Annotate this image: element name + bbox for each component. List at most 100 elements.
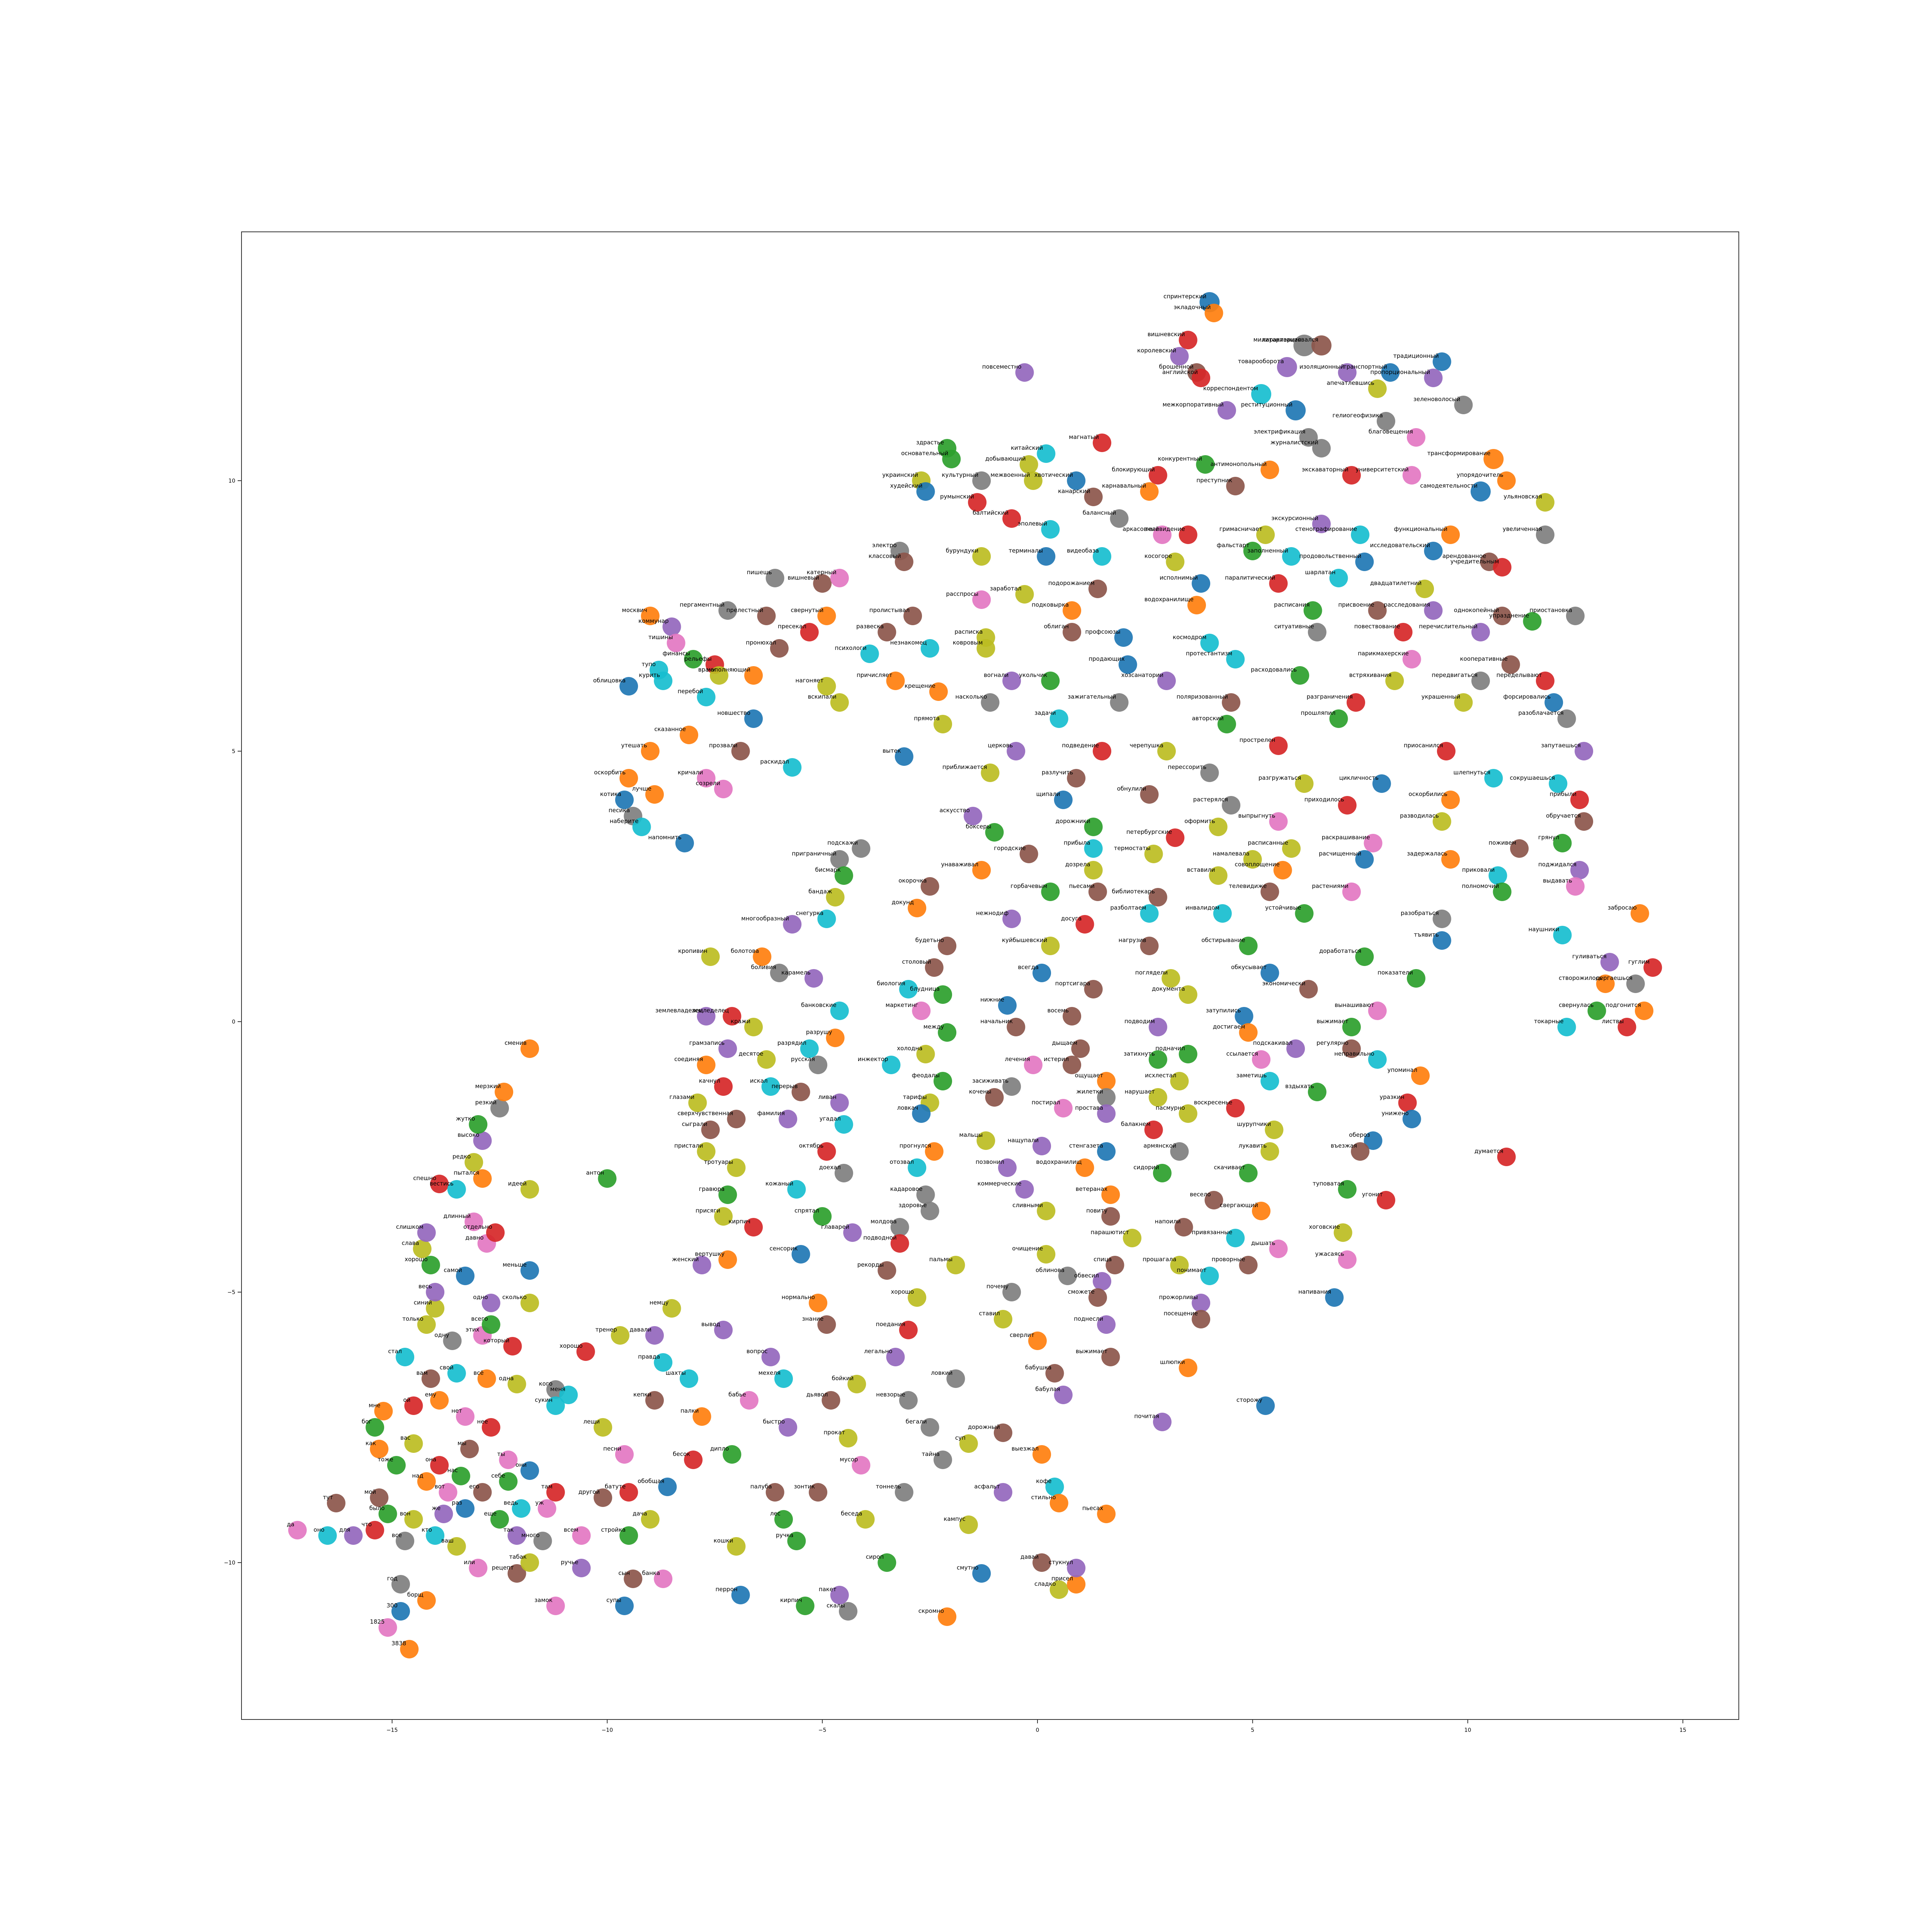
point-label: раз bbox=[452, 1499, 462, 1506]
scatter-point bbox=[1192, 1294, 1211, 1312]
scatter-point bbox=[447, 1180, 466, 1199]
point-label: парашютист bbox=[1090, 1229, 1129, 1236]
point-label: насколько bbox=[955, 693, 987, 700]
x-tick-label: 10 bbox=[1464, 1727, 1471, 1733]
scatter-point bbox=[1252, 1050, 1270, 1069]
y-tick-label: −5 bbox=[227, 1289, 235, 1296]
scatter-point bbox=[1342, 883, 1361, 901]
scatter-point bbox=[1299, 980, 1318, 998]
scatter-point bbox=[1260, 1142, 1279, 1161]
point-label: расписка bbox=[954, 628, 983, 635]
scatter-point bbox=[1312, 515, 1331, 533]
point-label: докунд bbox=[892, 899, 914, 906]
scatter-point bbox=[830, 693, 849, 712]
scatter-point bbox=[645, 1326, 664, 1345]
scatter-point bbox=[1338, 363, 1357, 382]
point-label: качнул bbox=[699, 1077, 720, 1084]
point-label: нее bbox=[477, 1418, 488, 1425]
scatter-point bbox=[800, 623, 819, 641]
point-label: знание bbox=[802, 1315, 824, 1322]
point-label: унижено bbox=[1382, 1110, 1409, 1117]
scatter-point bbox=[972, 471, 991, 490]
scatter-point bbox=[1493, 607, 1512, 625]
point-label: укольчик bbox=[1019, 672, 1047, 679]
point-label: досуга bbox=[1061, 915, 1082, 922]
point-label: незнакомец bbox=[890, 639, 927, 646]
point-label: идеей bbox=[508, 1180, 527, 1187]
scatter-point bbox=[843, 1223, 862, 1242]
point-label: видеобаза bbox=[1067, 547, 1099, 554]
point-label: нет bbox=[451, 1407, 462, 1414]
scatter-point bbox=[473, 1131, 492, 1150]
point-label: прибыла bbox=[1064, 839, 1090, 846]
point-label: инжектор bbox=[858, 1056, 888, 1063]
point-label: 300 bbox=[386, 1602, 398, 1609]
scatter-point bbox=[1411, 1066, 1430, 1085]
scatter-point bbox=[993, 1310, 1012, 1328]
point-label: развеска bbox=[856, 623, 884, 630]
scatter-point bbox=[1166, 553, 1185, 571]
point-label: бесок bbox=[673, 1451, 690, 1458]
point-label: причисляет bbox=[857, 672, 893, 679]
y-axis-ticks: −10 −5 0 5 10 bbox=[224, 478, 242, 1566]
scatter-point bbox=[615, 1597, 634, 1615]
point-label: повествование bbox=[1354, 623, 1400, 630]
point-label: повсеместно bbox=[982, 363, 1022, 370]
scatter-point bbox=[1260, 964, 1279, 982]
scatter-point bbox=[1063, 601, 1082, 620]
point-label: раскрашивание bbox=[1321, 834, 1370, 841]
scatter-point bbox=[800, 1039, 819, 1058]
point-label: кирпич bbox=[780, 1597, 802, 1604]
point-label: расписания bbox=[1274, 601, 1310, 608]
scatter-point bbox=[490, 1099, 509, 1117]
scatter-point bbox=[477, 1369, 496, 1388]
scatter-point bbox=[998, 1158, 1017, 1177]
scatter-point bbox=[430, 1175, 449, 1193]
point-label: обвесил bbox=[1074, 1272, 1099, 1279]
scatter-point bbox=[641, 742, 660, 760]
point-label: одно bbox=[473, 1294, 488, 1301]
point-label: заполненный bbox=[1247, 547, 1288, 554]
point-label: скалы bbox=[827, 1602, 845, 1609]
point-label: экскурсионный bbox=[1272, 515, 1318, 522]
scatter-point bbox=[1041, 672, 1060, 690]
point-label: мой bbox=[364, 1488, 376, 1495]
point-label: грамзапись bbox=[689, 1039, 725, 1046]
scatter-point bbox=[1471, 672, 1490, 690]
scatter-point bbox=[1338, 1250, 1357, 1269]
scatter-point bbox=[1269, 574, 1288, 593]
point-label: туповатая bbox=[1313, 1180, 1344, 1187]
scatter-point bbox=[1311, 335, 1332, 355]
point-label: свернулась bbox=[1559, 1002, 1594, 1009]
point-label: другой bbox=[578, 1488, 600, 1495]
scatter-point bbox=[1179, 985, 1197, 1004]
scatter-point bbox=[473, 1169, 492, 1188]
point-label: боксеры bbox=[966, 823, 991, 830]
scatter-point bbox=[916, 1185, 935, 1204]
point-label: форсировались bbox=[1503, 693, 1551, 700]
point-label: расчищенный bbox=[1319, 850, 1361, 857]
point-label: блокирующий bbox=[1112, 466, 1155, 473]
scatter-point bbox=[942, 450, 961, 468]
scatter-point bbox=[1488, 866, 1507, 885]
point-label: вишневский bbox=[1148, 331, 1185, 338]
point-label: тренер bbox=[595, 1326, 617, 1333]
point-label: гравюра bbox=[699, 1185, 725, 1192]
scatter-point bbox=[417, 1591, 436, 1610]
scatter-point bbox=[1239, 1256, 1258, 1274]
scatter-point bbox=[998, 996, 1017, 1015]
point-label: себе bbox=[491, 1472, 505, 1479]
point-label: устойчивые bbox=[1265, 904, 1301, 911]
point-label: зонтик bbox=[794, 1483, 815, 1490]
point-label: упорядочитель bbox=[1457, 471, 1503, 478]
scatter-point bbox=[1239, 937, 1258, 955]
point-label: дорожный bbox=[968, 1423, 1000, 1430]
point-label: вишневый bbox=[787, 574, 819, 581]
scatter-point bbox=[680, 726, 698, 744]
scatter-point bbox=[641, 1510, 660, 1529]
point-label: шарлатан bbox=[1305, 569, 1335, 576]
scatter-point bbox=[985, 823, 1004, 842]
point-label: дыщаем bbox=[1052, 1039, 1077, 1046]
point-label: худейский bbox=[890, 482, 923, 489]
